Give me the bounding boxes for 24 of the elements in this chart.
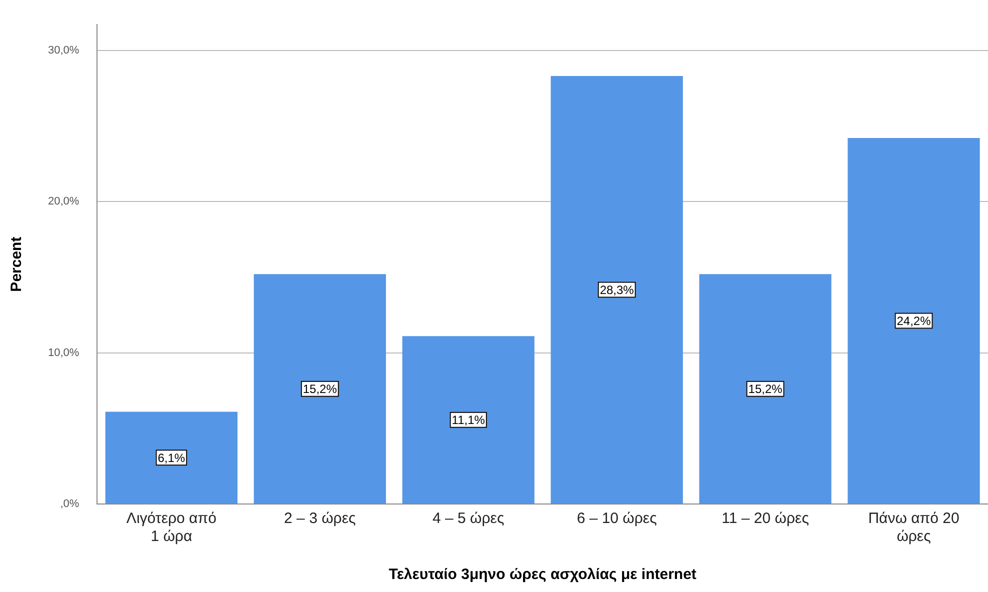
bar [699,274,832,504]
bar [254,274,386,504]
bar [402,336,534,504]
data-label: 15,2% [748,382,783,396]
data-label: 6,1% [158,450,186,465]
data-label: 28,3% [600,283,634,298]
bar [848,138,980,504]
y-tick-label: ,0% [60,498,80,510]
bar [105,412,238,504]
x-axis-title: Τελευταίο 3μηνο ώρες ασχολίας με internet [388,566,696,584]
data-label: 15,2% [302,382,338,396]
x-tick-label: 2 – 3 ώρες [284,510,356,528]
y-tick-label: 10,0% [48,346,80,359]
x-tick-label: 6 – 10 ώρες [576,510,657,528]
x-tick-label: 11 – 20 ώρες [722,510,809,528]
data-label: 11,1% [452,413,486,428]
y-tick-label: 20,0% [48,196,80,208]
y-tick-label: 30,0% [48,44,80,56]
bar [550,76,683,504]
x-tick-label: Λιγότερο από 1 ώρα [126,510,216,546]
x-tick-label: Πάνω από 20 ώρες [868,510,960,546]
x-tick-label: 4 – 5 ώρες [432,510,504,528]
data-label: 24,2% [896,314,932,328]
y-axis-title: Percent [8,236,26,292]
